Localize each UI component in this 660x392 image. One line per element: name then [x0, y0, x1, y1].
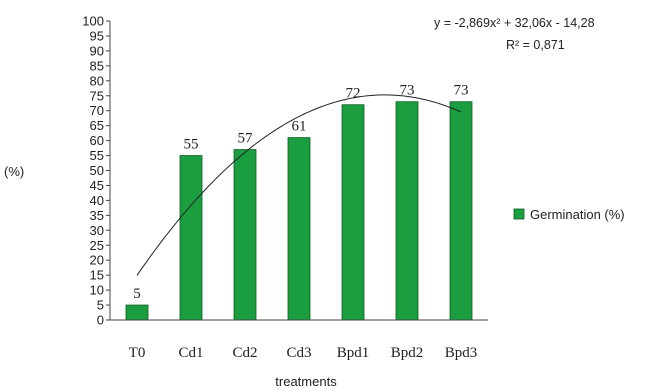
x-tick-label: Bpd2 — [391, 345, 424, 361]
y-tick-label: 95 — [90, 28, 104, 43]
y-tick-label: 30 — [90, 223, 104, 238]
y-tick-label: 45 — [90, 178, 104, 193]
y-tick-label: 100 — [82, 14, 104, 29]
trendline-equation: y = -2,869x² + 32,06x - 14,28 — [434, 16, 595, 30]
y-tick-label: 75 — [90, 88, 104, 103]
y-tick-label: 40 — [90, 193, 104, 208]
y-tick-label: 50 — [90, 163, 104, 178]
trendline-curve — [136, 94, 462, 276]
x-tick-label: Cd1 — [178, 345, 203, 361]
y-tick-label: 10 — [90, 283, 104, 298]
y-tick-label: 55 — [90, 148, 104, 163]
x-tick-label: T0 — [129, 345, 146, 361]
bar — [179, 155, 203, 321]
y-tick-label: 5 — [97, 298, 104, 313]
x-tick-label: Cd3 — [286, 345, 311, 361]
y-tick-label: 70 — [90, 103, 104, 118]
data-label: 72 — [346, 86, 361, 102]
bar — [395, 101, 419, 321]
data-label: 55 — [184, 137, 199, 153]
y-axis-title: (%) — [4, 164, 24, 179]
bar — [125, 304, 149, 321]
y-tick-label: 15 — [90, 268, 104, 283]
bar — [233, 149, 257, 321]
y-tick-label: 60 — [90, 133, 104, 148]
legend-label: Germination (%) — [530, 207, 625, 222]
legend-swatch — [513, 208, 525, 220]
x-tick-label: Bpd3 — [445, 345, 478, 361]
y-axis: 0510152025303540455055606570758085909510… — [82, 14, 111, 328]
data-label: 73 — [400, 83, 415, 99]
bar — [449, 101, 473, 321]
data-label: 61 — [292, 119, 307, 135]
y-tick-label: 25 — [90, 238, 104, 253]
x-axis: T0 Cd1 Cd2 Cd3 Bpd1 Bpd2 Bpd3 — [110, 319, 488, 361]
y-tick-label: 90 — [90, 43, 104, 58]
y-tick-label: 85 — [90, 58, 104, 73]
data-label: 5 — [133, 286, 141, 302]
data-label: 57 — [238, 131, 254, 147]
x-tick-label: Bpd1 — [337, 345, 370, 361]
bar — [287, 137, 311, 321]
bar-series-germination — [125, 101, 473, 321]
y-tick-label: 80 — [90, 73, 104, 88]
y-tick-label: 35 — [90, 208, 104, 223]
trendline-r-squared: R² = 0,871 — [506, 38, 565, 52]
y-tick-label: 65 — [90, 118, 104, 133]
x-axis-title: treatments — [275, 374, 337, 389]
bar — [341, 104, 365, 321]
y-tick-label: 0 — [97, 313, 104, 328]
data-label: 73 — [454, 83, 469, 99]
x-tick-label: Cd2 — [232, 345, 257, 361]
y-tick-label: 20 — [90, 253, 104, 268]
legend: Germination (%) — [513, 207, 625, 222]
